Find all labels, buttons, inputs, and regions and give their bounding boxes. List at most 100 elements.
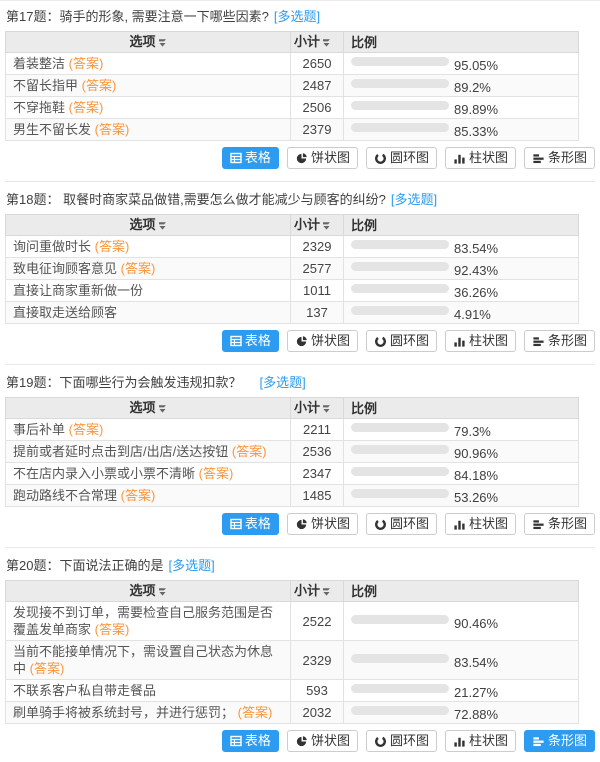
option-cell: 着装整洁 (答案) (5, 52, 291, 75)
option-text: 事后补单 (13, 422, 66, 437)
option-text: 不穿拖鞋 (13, 100, 66, 115)
question-title-text: 第18题： 取餐时商家菜品做错,需要怎么做才能减少与顾客的纠纷? (6, 192, 386, 207)
sort-icon[interactable] (322, 218, 331, 233)
subtotal-cell: 2487 (290, 74, 344, 97)
pie-view-button[interactable]: 饼状图 (286, 730, 358, 752)
option-text: 着装整洁 (13, 56, 66, 71)
multi-select-tag-link[interactable]: [多选题] (259, 375, 306, 390)
percent-label: 79.3% (454, 424, 491, 439)
column-header-ratio: 比例 (343, 580, 579, 602)
column-view-button[interactable]: 柱状图 (444, 513, 516, 535)
donut-chart-icon (374, 152, 387, 165)
sort-icon[interactable] (158, 584, 167, 599)
donut-view-button[interactable]: 圆环图 (365, 513, 437, 535)
sort-icon[interactable] (158, 401, 167, 416)
column-header-option[interactable]: 选项 (5, 397, 291, 419)
table-row: 致电征询顾客意见 (答案) 2577 92.43% (5, 257, 579, 280)
bar-view-button[interactable]: 条形图 (523, 513, 595, 535)
pie-view-button[interactable]: 饼状图 (286, 513, 358, 535)
column-header-subtotal[interactable]: 小计 (290, 397, 344, 419)
subtotal-header-label: 小计 (294, 217, 321, 232)
option-cell: 男生不留长发 (答案) (5, 118, 291, 141)
table-row: 提前或者延时点击到店/出店/送达按钮 (答案) 2536 90.96% (5, 440, 579, 463)
option-header-label: 选项 (129, 583, 156, 598)
subtotal-cell: 2577 (290, 257, 344, 280)
bar-view-button[interactable]: 条形图 (523, 730, 595, 752)
sort-icon[interactable] (322, 401, 331, 416)
column-view-button[interactable]: 柱状图 (444, 147, 516, 169)
bar-view-button[interactable]: 条形图 (523, 330, 595, 352)
option-cell: 不在店内录入小票或小票不清晰 (答案) (5, 462, 291, 485)
multi-select-tag-link[interactable]: [多选题] (168, 558, 215, 573)
bar-chart-icon (532, 152, 545, 165)
sort-icon[interactable] (322, 35, 331, 50)
column-header-subtotal[interactable]: 小计 (290, 31, 344, 53)
percent-label: 92.43% (454, 263, 499, 278)
button-label: 圆环图 (389, 733, 429, 748)
ratio-header-label: 比例 (351, 217, 378, 233)
pie-view-button[interactable]: 饼状图 (286, 330, 358, 352)
table-view-button[interactable]: 表格 (221, 513, 279, 535)
button-label: 饼状图 (310, 733, 350, 748)
ratio-cell: 36.26% (343, 279, 579, 302)
answer-flag: (答案) (81, 78, 117, 93)
option-cell: 致电征询顾客意见 (答案) (5, 257, 291, 280)
ratio-header-label: 比例 (351, 34, 378, 50)
column-header-subtotal[interactable]: 小计 (290, 580, 344, 602)
button-label: 柱状图 (468, 333, 508, 348)
ratio-cell: 72.88% (343, 701, 579, 724)
percent-label: 89.89% (454, 102, 499, 117)
results-table: 选项 小计 比例 着装整洁 (答案) 2650 95.05% 不留长指甲 (答案… (5, 31, 579, 141)
column-header-option[interactable]: 选项 (5, 580, 291, 602)
table-chart-icon (230, 335, 242, 347)
column-header-option[interactable]: 选项 (5, 214, 291, 236)
ratio-cell: 90.96% (343, 440, 579, 463)
button-label: 条形图 (547, 150, 587, 165)
column-view-button[interactable]: 柱状图 (444, 730, 516, 752)
multi-select-tag-link[interactable]: [多选题] (390, 192, 438, 207)
subtotal-cell: 2329 (290, 640, 344, 680)
percent-label: 72.88% (454, 707, 499, 722)
donut-view-button[interactable]: 圆环图 (365, 730, 437, 752)
percent-bar-track (351, 306, 449, 315)
sort-icon[interactable] (322, 584, 331, 599)
question-block: 第18题： 取餐时商家菜品做错,需要怎么做才能减少与顾客的纠纷? [多选题] 选项… (5, 181, 595, 358)
donut-chart-icon (374, 335, 387, 348)
sort-icon[interactable] (158, 218, 167, 233)
multi-select-tag-link[interactable]: [多选题] (273, 9, 321, 24)
option-header-label: 选项 (129, 400, 156, 415)
donut-view-button[interactable]: 圆环图 (365, 330, 437, 352)
option-cell: 不穿拖鞋 (答案) (5, 96, 291, 119)
questions-container: 第17题：骑手的形象, 需要注意一下哪些因素? [多选题] 选项 小计 比例 着装… (5, 8, 595, 758)
percent-bar-track (351, 57, 449, 66)
column-header-option[interactable]: 选项 (5, 31, 291, 53)
button-label: 条形图 (547, 516, 587, 531)
table-view-button[interactable]: 表格 (221, 147, 279, 169)
results-table: 选项 小计 比例 事后补单 (答案) 2211 79.3% 提前或者延时点击到店… (5, 397, 579, 507)
ratio-cell: 21.27% (343, 679, 579, 702)
button-label: 表格 (244, 150, 271, 165)
ratio-header-label: 比例 (351, 583, 378, 599)
sort-icon[interactable] (158, 35, 167, 50)
ratio-cell: 85.33% (343, 118, 579, 141)
option-cell: 直接取走送给顾客 (5, 301, 291, 324)
ratio-cell: 53.26% (343, 484, 579, 507)
column-view-button[interactable]: 柱状图 (444, 330, 516, 352)
percent-bar-track (351, 706, 449, 715)
option-header-label: 选项 (129, 217, 156, 232)
answer-flag: (答案) (94, 239, 130, 254)
question-title: 第18题： 取餐时商家菜品做错,需要怎么做才能减少与顾客的纠纷? [多选题] (6, 191, 595, 208)
pie-view-button[interactable]: 饼状图 (286, 147, 358, 169)
table-view-button[interactable]: 表格 (221, 330, 279, 352)
percent-label: 90.96% (454, 446, 499, 461)
option-text: 致电征询顾客意见 (13, 261, 118, 276)
table-row: 着装整洁 (答案) 2650 95.05% (5, 52, 579, 75)
table-row: 事后补单 (答案) 2211 79.3% (5, 418, 579, 441)
bar-view-button[interactable]: 条形图 (523, 147, 595, 169)
donut-view-button[interactable]: 圆环图 (365, 147, 437, 169)
column-header-subtotal[interactable]: 小计 (290, 214, 344, 236)
answer-flag: (答案) (68, 56, 104, 71)
table-view-button[interactable]: 表格 (221, 730, 279, 752)
button-label: 表格 (244, 333, 271, 348)
column-chart-icon (453, 735, 466, 748)
